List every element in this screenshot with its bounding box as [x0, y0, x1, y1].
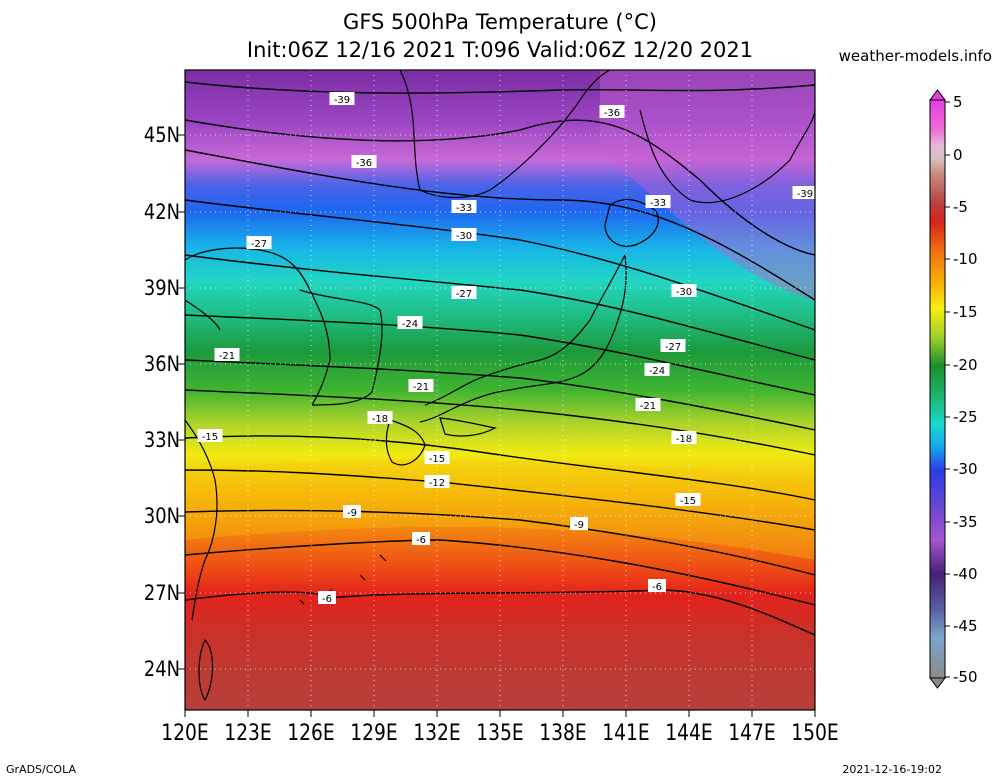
colorbar-label-m5: -5: [953, 198, 968, 216]
colorbar-label-5: 5: [953, 93, 963, 111]
coastlines: [185, 70, 815, 702]
lon-label-120e: 120E: [161, 721, 209, 746]
contour-label-box: [671, 431, 697, 444]
contour-label: -24: [402, 319, 418, 330]
lon-label-144e: 144E: [665, 721, 713, 746]
contour-label-box: [660, 339, 686, 352]
contour-label-box: [351, 155, 377, 168]
contour-label-box: [408, 379, 434, 392]
contour-label: -9: [574, 520, 584, 531]
contour-label-box: [424, 475, 450, 488]
contour-label: -30: [456, 231, 472, 242]
contour-label: -6: [652, 582, 662, 593]
lat-label-33n: 33N: [143, 428, 180, 452]
contour-label-box: [671, 284, 697, 297]
contour-label-box: [648, 579, 666, 592]
contour-label-box: [635, 398, 661, 411]
contour-label-box: [792, 186, 815, 199]
warm-tongue: [185, 459, 815, 560]
lat-label-36n: 36N: [143, 352, 180, 376]
ticks: [177, 134, 816, 717]
lon-label-138e: 138E: [539, 721, 587, 746]
colorbar-label-m15: -15: [953, 303, 978, 321]
contour-label-box: [451, 200, 477, 213]
footer-timestamp: 2021-12-16-19:02: [842, 763, 942, 776]
colorbar-label-m30: -30: [953, 460, 978, 478]
contour-label: -15: [680, 496, 696, 507]
graticule: [185, 70, 815, 710]
contour-label: -27: [251, 239, 267, 250]
lat-label-24n: 24N: [143, 657, 180, 681]
contour-label: -33: [650, 198, 666, 209]
contour-label-box: [343, 505, 361, 518]
contour-label: -15: [429, 454, 445, 465]
lat-label-30n: 30N: [143, 504, 180, 528]
colorbar-label-0: 0: [953, 146, 963, 164]
lon-label-135e: 135E: [476, 721, 524, 746]
contour-label: -39: [334, 95, 350, 106]
colorbar-label-m10: -10: [953, 250, 978, 268]
lon-label-147e: 147E: [728, 721, 776, 746]
contour-label-box: [451, 228, 477, 241]
contour-label: -33: [456, 203, 472, 214]
contour-label: -21: [413, 382, 429, 393]
chart-title: GFS 500hPa Temperature (°C): [343, 10, 657, 34]
contour-label: -21: [640, 401, 656, 412]
lat-label-42n: 42N: [143, 200, 180, 224]
colorbar-label-m45: -45: [953, 617, 978, 635]
contour-label: -39: [797, 189, 813, 200]
contour-label-box: [645, 195, 671, 208]
colorbar-label-m40: -40: [953, 565, 978, 583]
lon-label-129e: 129E: [350, 721, 398, 746]
lon-label-123e: 123E: [224, 721, 272, 746]
contour-label: -27: [665, 342, 681, 353]
footer-credit: GrADS/COLA: [6, 763, 76, 776]
contour-label: -36: [356, 158, 372, 169]
colorbar-label-m35: -35: [953, 513, 978, 531]
colorbar-label-m20: -20: [953, 356, 978, 374]
chart-subtitle: Init:06Z 12/16 2021 T:096 Valid:06Z 12/2…: [246, 38, 754, 62]
contour-label: -6: [416, 535, 426, 546]
contour-label: -18: [372, 414, 388, 425]
contour-label-box: [424, 451, 450, 464]
contour-label-box: [197, 429, 223, 442]
lat-label-27n: 27N: [143, 581, 180, 605]
contour-label: -36: [604, 108, 620, 119]
colorbar: [929, 89, 950, 689]
contour-label-box: [675, 493, 701, 506]
contour-label: -27: [456, 289, 472, 300]
contour-label-box: [397, 316, 423, 329]
site-credit: weather-models.info: [838, 47, 992, 65]
contour-label: -18: [676, 434, 692, 445]
lon-label-132e: 132E: [413, 721, 461, 746]
lat-label-45n: 45N: [143, 123, 180, 147]
contour-labels: -39 -36 -36 -39 -33 -33 -30 -30 -27 -27 -24 -27 -21 -…: [197, 92, 815, 605]
isotherms: [185, 81, 815, 636]
contour-label-box: [570, 517, 588, 530]
lon-label-141e: 141E: [602, 721, 650, 746]
contour-label: -6: [322, 594, 332, 605]
cold-pool: [600, 70, 815, 300]
contour-label-box: [246, 236, 272, 249]
contour-label: -24: [649, 366, 665, 377]
lon-label-126e: 126E: [287, 721, 335, 746]
contour-label-box: [329, 92, 355, 105]
lon-label-150e: 150E: [791, 721, 839, 746]
contour-label: -15: [202, 432, 218, 443]
contour-label-box: [412, 532, 430, 545]
colorbar-label-m25: -25: [953, 408, 978, 426]
lat-label-39n: 39N: [143, 276, 180, 300]
contour-label: -12: [429, 478, 445, 489]
contour-label-box: [451, 286, 477, 299]
contour-label-box: [318, 591, 336, 604]
colorbar-label-m50: -50: [953, 668, 978, 686]
contour-label-box: [599, 105, 625, 118]
contour-label: -21: [219, 351, 235, 362]
contour-label-box: [214, 348, 240, 361]
contour-label: -9: [347, 508, 357, 519]
contour-label-box: [644, 363, 670, 376]
contour-label: -30: [676, 287, 692, 298]
